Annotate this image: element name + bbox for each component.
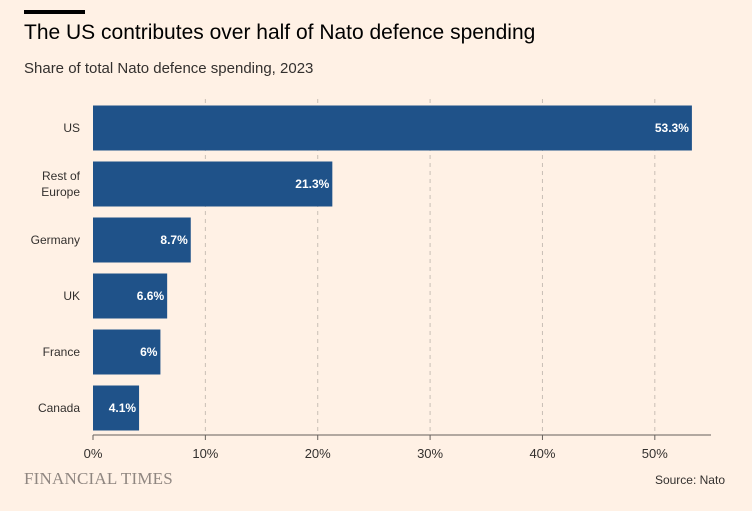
bar-value-label-4: 6%	[140, 345, 158, 359]
chart-title: The US contributes over half of Nato def…	[24, 21, 536, 44]
bar-3	[93, 273, 168, 319]
bar-value-label-1: 21.3%	[295, 177, 329, 191]
category-label-3: UK	[63, 289, 80, 303]
bar-value-label-0: 53.3%	[655, 121, 689, 135]
bar-value-label-2: 8.7%	[160, 233, 188, 247]
bar-value-label-3: 6.6%	[137, 289, 165, 303]
ft-logo: FINANCIAL TIMES	[24, 469, 173, 488]
bar-5	[93, 385, 140, 431]
bar-4	[93, 329, 161, 375]
bar-0	[93, 105, 692, 151]
x-tick-label-10: 10%	[192, 446, 218, 461]
category-label-0: US	[63, 121, 80, 135]
x-tick-label-50: 50%	[642, 446, 668, 461]
category-label-5: Canada	[38, 401, 80, 415]
bar-value-label-5: 4.1%	[109, 401, 137, 415]
category-label-2: Germany	[31, 233, 80, 247]
category-label-4: France	[43, 345, 81, 359]
header-rule	[24, 10, 85, 14]
source-note: Source: Nato	[654, 473, 725, 487]
bar-2	[93, 217, 191, 263]
x-tick-label-30: 30%	[417, 446, 443, 461]
chart-subtitle: Share of total Nato defence spending, 20…	[24, 60, 314, 77]
x-tick-label-0: 0%	[84, 446, 103, 461]
x-tick-label-20: 20%	[305, 446, 331, 461]
bar-1	[93, 161, 333, 207]
x-tick-label-40: 40%	[529, 446, 555, 461]
category-label-1: Rest of Europe	[41, 169, 80, 199]
